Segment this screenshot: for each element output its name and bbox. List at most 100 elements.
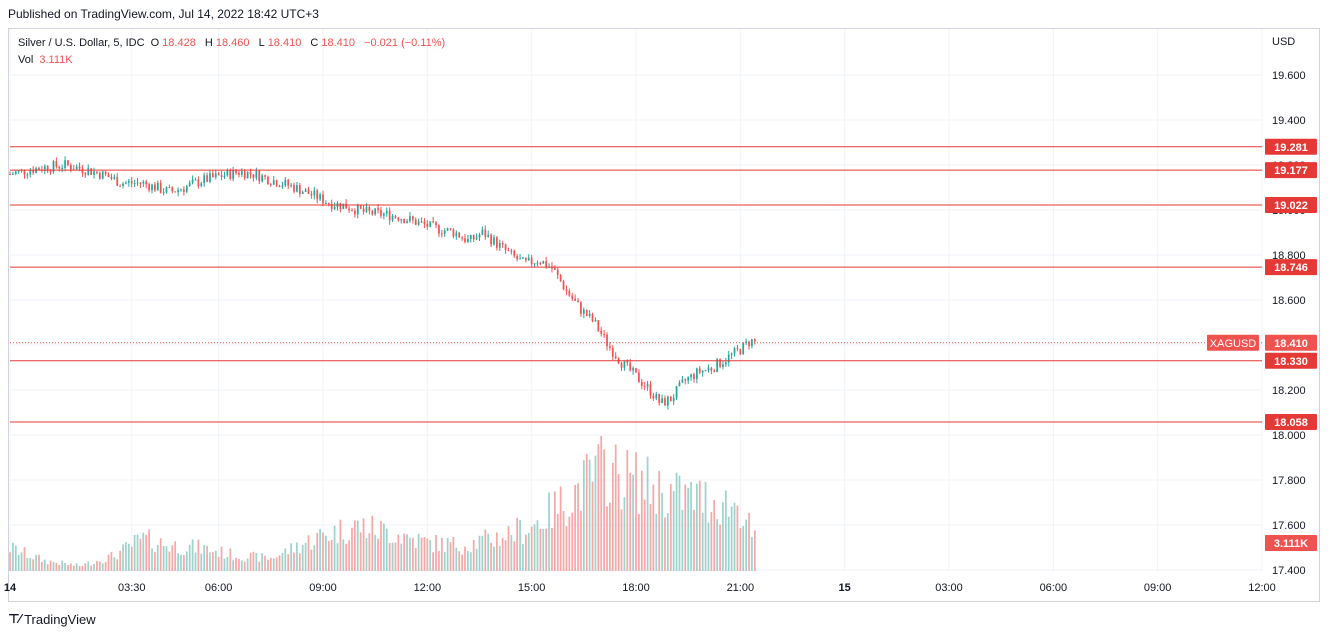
price-level-label: 19.022 [1274, 200, 1308, 212]
candle-body [104, 171, 107, 175]
volume-bar [9, 552, 11, 571]
candle-body [695, 368, 698, 380]
candle-body [611, 347, 614, 357]
volume-bar [623, 497, 626, 571]
candle-body [258, 171, 261, 182]
published-notice: Published on TradingView.com, Jul 14, 20… [8, 7, 319, 21]
candle-body [261, 175, 264, 182]
volume-bar [440, 537, 443, 571]
volume-bar [542, 528, 545, 571]
candle-body [67, 160, 69, 165]
volume-bar [553, 491, 556, 571]
candle-body [133, 183, 136, 185]
candle-body [359, 204, 362, 209]
candle-body [707, 367, 710, 370]
candle-body [571, 295, 574, 299]
candle-body [733, 348, 736, 354]
candle-body [49, 171, 52, 173]
candle-body [325, 203, 327, 205]
volume-bar [646, 456, 649, 571]
volume-bar [327, 540, 330, 571]
volume-bar [652, 484, 655, 571]
volume-tag-label: 3.111K [1274, 538, 1308, 550]
volume-bar [214, 550, 217, 571]
volume-bar [171, 545, 174, 571]
candle-body [374, 208, 377, 215]
candle-body [75, 166, 78, 170]
candle-body [536, 262, 539, 264]
volume-bar [145, 534, 148, 571]
volume-bar [672, 491, 675, 571]
volume-bar [84, 563, 87, 571]
volume-bar [81, 566, 84, 571]
candle-body [339, 202, 342, 210]
candle-body [484, 229, 487, 237]
candle-body [498, 243, 501, 248]
candle-body [533, 263, 536, 265]
volume-bar [203, 545, 206, 571]
candle-body [504, 244, 507, 251]
volume-bar [342, 539, 345, 571]
candle-body [174, 191, 177, 193]
volume-bar [348, 540, 350, 571]
volume-bar [435, 534, 437, 571]
volume-bar [252, 551, 255, 571]
candle-body [310, 193, 313, 196]
candle-body [652, 395, 655, 399]
volume-bar [556, 513, 559, 571]
tradingview-brand[interactable]: ⊤⁄ TradingView [8, 611, 96, 627]
candle-body [171, 187, 174, 192]
volume-bar [669, 483, 672, 571]
candle-body [191, 179, 194, 183]
volume-bar [525, 534, 527, 571]
volume-bar [533, 524, 536, 571]
candle-body [301, 191, 304, 194]
legend-vol-label: Vol [18, 54, 34, 66]
candle-body [623, 360, 626, 368]
volume-bar [281, 552, 284, 571]
x-tick-label: 18:00 [622, 582, 650, 594]
legend-close-label: C [310, 37, 319, 49]
volume-bar [443, 552, 446, 571]
candle-body [667, 396, 669, 406]
volume-bar [246, 558, 249, 571]
candle-body [687, 377, 690, 381]
volume-bar [438, 551, 440, 571]
volume-bar [698, 480, 701, 571]
candle-body [646, 384, 649, 387]
volume-bar [197, 539, 200, 571]
volume-bar [478, 535, 481, 571]
volume-bar [264, 555, 266, 571]
legend-symbol[interactable]: Silver / U.S. Dollar, 5, IDC [18, 37, 145, 49]
volume-bar [67, 564, 69, 571]
volume-bar [61, 560, 64, 571]
volume-bar [174, 541, 177, 571]
price-level-tag [1265, 162, 1317, 179]
volume-bar [603, 449, 605, 571]
volume-bar [591, 481, 594, 571]
volume-bar [643, 499, 646, 571]
volume-bar [678, 475, 681, 571]
candle-body [461, 237, 463, 239]
volume-bar [736, 505, 739, 571]
candle-body [684, 379, 687, 381]
volume-bar [548, 492, 550, 571]
volume-bar [472, 539, 475, 571]
volume-bar [449, 542, 452, 571]
candle-body [394, 215, 397, 218]
volume-bar [165, 546, 168, 571]
candle-body [194, 179, 197, 181]
volume-bar [180, 554, 182, 571]
x-tick-label: 12:00 [414, 582, 442, 594]
volume-bar [212, 552, 214, 571]
candle-body [713, 370, 716, 372]
volume-bar [753, 530, 756, 571]
y-axis-unit: USD [1272, 36, 1295, 48]
candle-body [606, 334, 608, 347]
legend-vol: 3.111K [39, 54, 73, 66]
candle-body [525, 257, 527, 261]
candle-body [669, 396, 672, 402]
volume-bar [490, 542, 492, 571]
candle-body [603, 333, 605, 335]
